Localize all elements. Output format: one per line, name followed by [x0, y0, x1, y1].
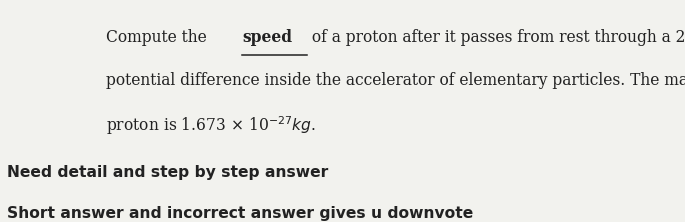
Text: speed: speed — [242, 29, 292, 46]
Text: Need detail and step by step answer: Need detail and step by step answer — [7, 165, 328, 180]
Text: Short answer and incorrect answer gives u downvote: Short answer and incorrect answer gives … — [7, 206, 473, 222]
Text: proton is 1.673 $\times$ 10$^{-27}$$\it{kg.}$: proton is 1.673 $\times$ 10$^{-27}$$\it{… — [106, 114, 316, 137]
Text: of a proton after it passes from rest through a 2-Megavolt: of a proton after it passes from rest th… — [307, 29, 685, 46]
Text: Compute the: Compute the — [106, 29, 212, 46]
Text: potential difference inside the accelerator of elementary particles. The mass of: potential difference inside the accelera… — [106, 72, 685, 89]
